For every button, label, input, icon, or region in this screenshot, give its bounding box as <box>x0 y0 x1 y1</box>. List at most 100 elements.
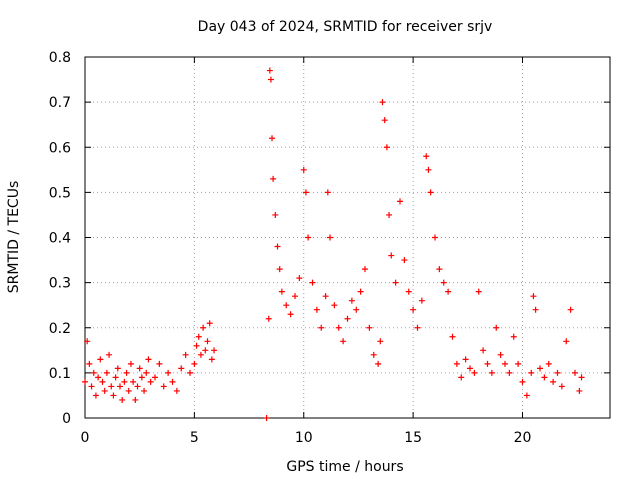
y-tick-label: 0.4 <box>49 231 71 247</box>
data-point <box>97 356 104 363</box>
data-point <box>445 288 452 295</box>
data-point <box>344 315 351 322</box>
data-point <box>414 324 421 331</box>
data-point <box>269 135 276 142</box>
data-point <box>266 67 273 74</box>
data-point <box>191 360 198 367</box>
data-point <box>327 234 333 241</box>
data-point <box>88 383 95 390</box>
data-point <box>84 338 91 345</box>
data-point <box>567 306 574 313</box>
data-point <box>267 76 274 83</box>
data-point <box>292 293 298 300</box>
y-tick-label: 0.6 <box>49 140 71 156</box>
data-point <box>283 302 290 309</box>
plot-frame <box>84 56 611 419</box>
data-point <box>200 324 207 331</box>
data-point <box>379 99 386 106</box>
data-point <box>211 347 218 354</box>
data-point <box>132 396 139 403</box>
data-point <box>90 369 97 376</box>
data-point <box>160 383 167 390</box>
data-point <box>458 374 465 381</box>
data-point <box>381 117 388 124</box>
data-point <box>263 415 270 421</box>
data-point <box>453 360 460 367</box>
data-point <box>397 198 403 205</box>
data-point <box>99 378 106 385</box>
data-point <box>366 324 373 331</box>
data-point <box>110 392 117 399</box>
data-point <box>318 324 325 331</box>
data-point <box>274 243 281 250</box>
data-point <box>138 374 145 381</box>
data-point <box>108 383 115 390</box>
data-point <box>86 360 93 367</box>
data-point <box>197 351 204 358</box>
data-point <box>506 369 513 376</box>
axis-ticks: 0 5 10 15 20 0 0.1 0.2 0.3 0.4 0.5 0.6 0.7 0.8 <box>49 50 610 446</box>
y-axis-label: SRMTID / TECUs <box>6 181 22 294</box>
data-point <box>545 360 552 367</box>
data-point <box>523 392 530 399</box>
data-point <box>423 153 430 160</box>
data-point <box>528 369 535 376</box>
data-point <box>532 306 539 313</box>
data-point <box>493 324 500 331</box>
data-point <box>353 306 360 313</box>
data-point <box>309 279 316 286</box>
data-point <box>427 189 434 196</box>
data-point <box>182 351 189 358</box>
data-point <box>550 378 557 385</box>
data-point <box>265 315 272 322</box>
data-point <box>572 369 578 376</box>
data-point <box>370 351 377 358</box>
data-point <box>114 365 121 372</box>
data-point <box>127 360 134 367</box>
data-point <box>401 257 408 264</box>
data-point <box>449 333 456 340</box>
data-point <box>362 266 368 273</box>
data-point <box>484 360 491 367</box>
data-point <box>82 378 88 385</box>
data-point <box>340 338 347 345</box>
data-point <box>537 365 543 372</box>
data-point <box>276 266 283 273</box>
data-point <box>278 288 285 295</box>
data-point <box>206 320 213 327</box>
data-point <box>554 369 561 376</box>
x-tick-label: 10 <box>295 430 313 446</box>
grid-lines <box>85 57 610 418</box>
data-point <box>103 369 110 376</box>
data-point <box>195 333 202 340</box>
data-point <box>324 189 331 196</box>
data-point <box>410 306 417 313</box>
data-point <box>123 369 130 376</box>
data-point <box>510 333 517 340</box>
data-point <box>558 383 565 390</box>
data-point <box>432 234 438 241</box>
data-point <box>313 306 320 313</box>
data-point <box>383 144 390 151</box>
data-point <box>388 252 395 259</box>
data-point <box>173 387 180 394</box>
data-point <box>497 351 504 358</box>
data-point <box>348 297 355 304</box>
data-point <box>130 378 137 385</box>
data-point <box>112 374 119 381</box>
data-point <box>578 374 585 381</box>
y-tick-label: 0.2 <box>49 321 71 337</box>
data-point <box>143 369 150 376</box>
data-point <box>519 378 526 385</box>
data-point <box>530 293 537 300</box>
x-tick-label: 20 <box>514 430 532 446</box>
y-tick-label: 0.8 <box>49 50 71 66</box>
data-point <box>488 369 495 376</box>
data-point <box>563 338 570 345</box>
data-point <box>121 378 128 385</box>
x-tick-label: 15 <box>404 430 422 446</box>
x-tick-label: 0 <box>81 430 90 446</box>
data-points <box>82 67 585 421</box>
y-tick-label: 0.1 <box>49 366 71 382</box>
